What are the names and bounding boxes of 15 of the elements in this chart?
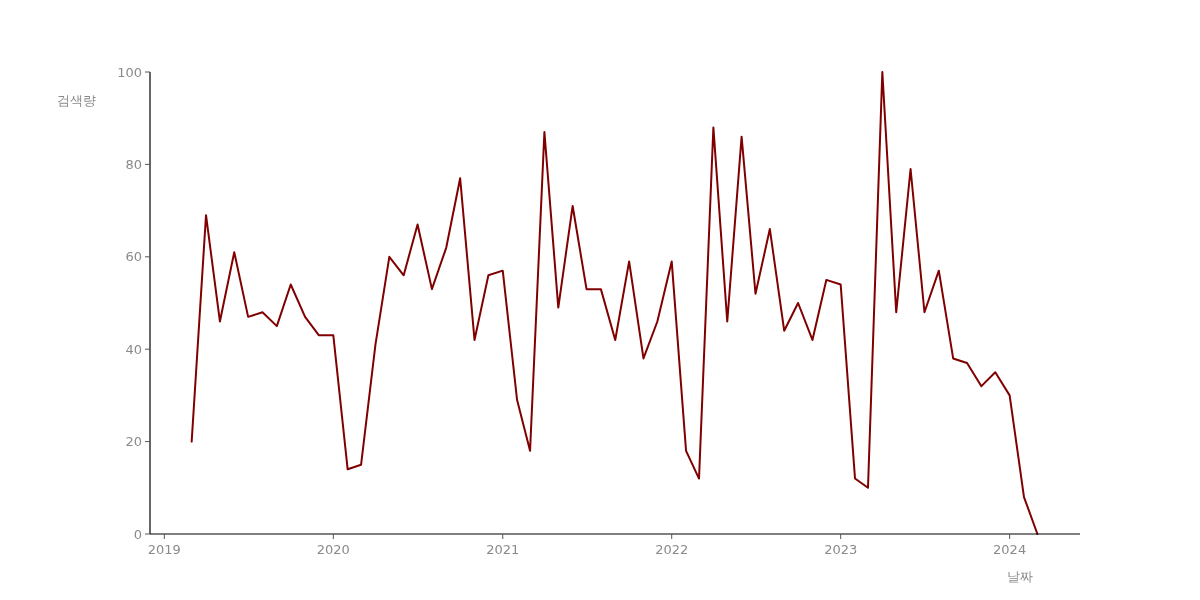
x-tick-label: 2019 (147, 542, 181, 557)
x-tick-label: 2020 (316, 542, 350, 557)
x-axis-title: 날짜 (1007, 568, 1033, 584)
x-tick-label: 2022 (655, 542, 689, 557)
y-tick-label: 40 (125, 341, 142, 357)
line-series (190, 71, 1039, 535)
x-tick-label: 2023 (824, 542, 858, 557)
y-tick-label: 20 (125, 434, 142, 450)
y-tick-label: 80 (125, 156, 142, 172)
y-tick-label: 60 (125, 249, 142, 265)
y-tick-label: 0 (133, 526, 142, 542)
y-tick-label: 100 (117, 64, 142, 80)
x-tick-label: 2024 (993, 542, 1027, 557)
y-axis-title: 검색량 (56, 92, 96, 108)
x-tick-label: 2021 (486, 542, 520, 557)
